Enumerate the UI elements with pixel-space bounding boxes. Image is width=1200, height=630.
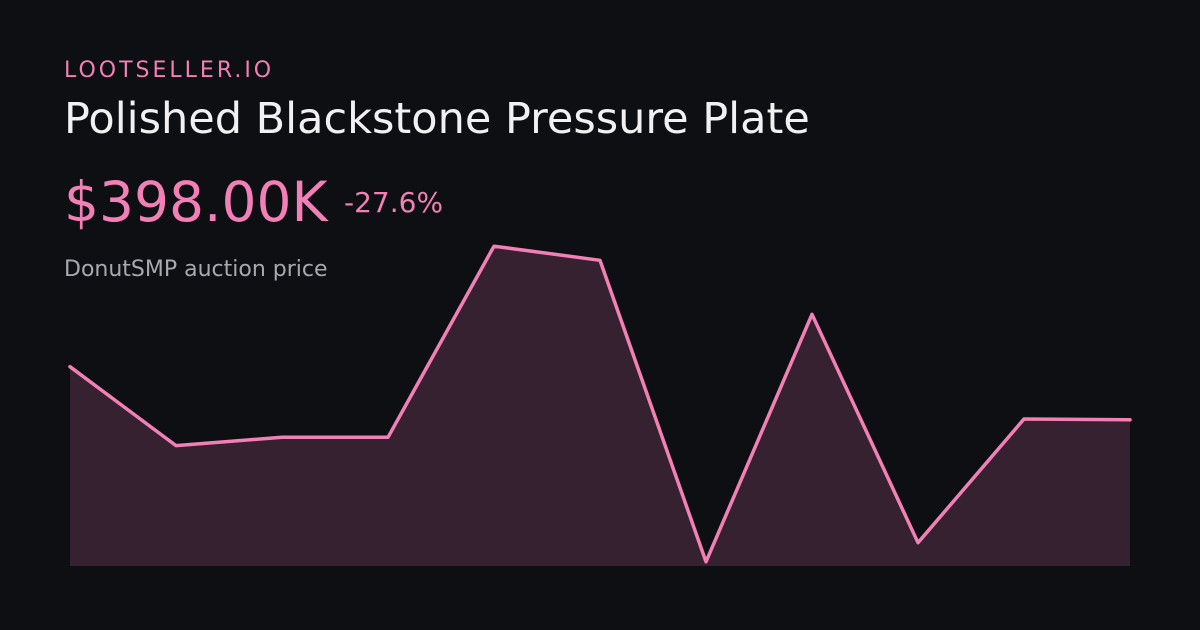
price-area-fill xyxy=(70,246,1130,566)
item-title: Polished Blackstone Pressure Plate xyxy=(64,94,810,144)
current-price: $398.00K xyxy=(64,170,328,234)
price-subtitle: DonutSMP auction price xyxy=(64,257,328,282)
brand-logo-text[interactable]: LOOTSELLER.IO xyxy=(64,58,275,83)
price-change-badge: -27.6% xyxy=(344,186,444,219)
price-series-line xyxy=(68,244,1132,564)
